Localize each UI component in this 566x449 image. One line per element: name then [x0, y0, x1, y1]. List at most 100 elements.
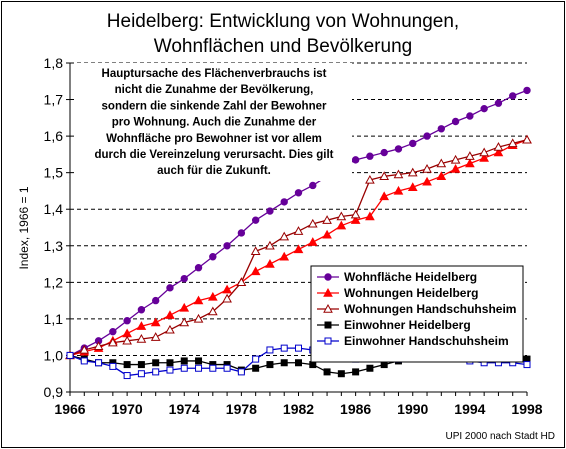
data-point	[422, 163, 432, 173]
legend: Wohnfläche Heidelberg Wohnungen Heidelber…	[310, 265, 524, 363]
data-point	[523, 361, 531, 369]
data-point	[365, 174, 375, 184]
data-point	[237, 368, 245, 376]
data-point	[409, 139, 417, 148]
data-point	[351, 156, 360, 164]
data-point	[407, 167, 418, 177]
data-point	[423, 132, 431, 140]
annotation-line: pro Wohnung. Auch die Zunahme der	[112, 117, 317, 129]
data-point	[379, 191, 390, 201]
data-point	[494, 99, 503, 107]
data-point	[180, 357, 188, 365]
legend-swatch-marker	[324, 273, 332, 281]
chart-title-line-2: Wohnflächen und Bevölkerung	[154, 36, 412, 57]
data-point	[179, 317, 190, 327]
data-point	[479, 147, 490, 157]
legend-swatch-marker	[323, 287, 333, 297]
x-tick-label: 1994	[454, 401, 485, 417]
data-point	[265, 240, 275, 250]
legend-item: Einwohner Heidelberg	[317, 318, 471, 332]
legend-label: Einwohner Handschuhsheim	[344, 334, 509, 348]
legend-item: Wohnfläche Heidelberg	[317, 270, 477, 284]
data-point	[380, 148, 388, 157]
data-point	[295, 344, 302, 352]
data-point	[166, 366, 174, 374]
x-tick-label: 1982	[283, 401, 314, 417]
legend-item: Wohnungen Handschuhsheim	[317, 302, 516, 316]
data-point	[109, 327, 117, 336]
data-point	[194, 264, 203, 272]
annotation-line: Hauptursache des Flächenverbrauchs ist	[102, 68, 327, 80]
data-point	[322, 229, 332, 239]
data-point	[337, 370, 345, 378]
data-point	[207, 291, 218, 301]
data-point	[365, 211, 375, 221]
data-point	[466, 112, 474, 120]
data-point	[166, 284, 174, 292]
data-point	[95, 359, 103, 367]
legend-label: Wohnungen Handschuhsheim	[344, 302, 516, 316]
data-point	[307, 218, 318, 228]
data-point	[280, 198, 288, 206]
y-tick-label: 1,8	[44, 55, 64, 71]
data-point	[66, 351, 74, 359]
data-point	[436, 171, 447, 181]
x-tick-label: 1986	[340, 401, 371, 417]
data-point	[165, 324, 175, 334]
data-point	[193, 295, 204, 305]
data-point	[436, 158, 447, 168]
data-point	[379, 171, 390, 181]
data-point	[393, 185, 404, 195]
x-tick-label: 1970	[112, 401, 143, 417]
data-point	[136, 321, 147, 330]
annotation-line: sondern die sinkende Zahl der Bewohner	[102, 100, 327, 112]
data-point	[80, 357, 88, 365]
data-point	[179, 302, 190, 312]
chart-title-line-1: Heidelberg: Entwicklung von Wohnungen,	[107, 11, 459, 32]
data-point	[166, 359, 174, 367]
legend-swatch-marker	[324, 321, 332, 329]
annotation-background	[76, 63, 352, 181]
data-point	[279, 231, 290, 241]
data-point	[336, 211, 347, 221]
legend-item: Einwohner Handschuhsheim	[317, 334, 509, 348]
data-point	[195, 364, 203, 372]
data-point	[123, 361, 131, 369]
legend-swatch-marker	[324, 337, 332, 345]
legend-label: Wohnungen Heidelberg	[344, 286, 478, 300]
data-point	[393, 169, 404, 179]
data-point	[123, 317, 131, 325]
data-point	[180, 364, 188, 372]
data-point	[250, 246, 261, 255]
data-point	[223, 242, 231, 250]
data-point	[507, 138, 518, 148]
x-tick-label: 1974	[169, 401, 200, 417]
data-point	[307, 237, 318, 246]
x-tick-label: 1966	[54, 401, 85, 417]
data-point	[123, 372, 131, 380]
data-point	[150, 332, 161, 341]
data-point	[237, 229, 246, 237]
y-tick-label: 1,4	[44, 201, 64, 217]
data-point	[350, 209, 361, 219]
data-point	[223, 364, 231, 372]
y-tick-label: 1,5	[44, 165, 64, 181]
x-tick-label: 1998	[511, 401, 542, 417]
data-point	[222, 284, 232, 294]
legend-label: Wohnfläche Heidelberg	[344, 270, 477, 284]
data-point	[209, 253, 217, 261]
data-point	[222, 293, 232, 303]
data-point	[437, 125, 446, 133]
annotation-line: Wohnfläche pro Bewohner ist vor allem	[106, 133, 322, 145]
data-point	[493, 147, 504, 157]
source-note: UPI 2000 nach Stadt HD	[445, 431, 555, 442]
annotation-line: nicht die Zunahme der Bevölkerung,	[115, 84, 314, 96]
data-point	[252, 364, 260, 372]
data-point	[180, 274, 188, 283]
data-point	[109, 362, 117, 370]
data-point	[280, 359, 288, 367]
data-point	[236, 277, 247, 287]
data-point	[422, 176, 432, 186]
data-point	[294, 189, 303, 197]
data-point	[523, 86, 531, 95]
